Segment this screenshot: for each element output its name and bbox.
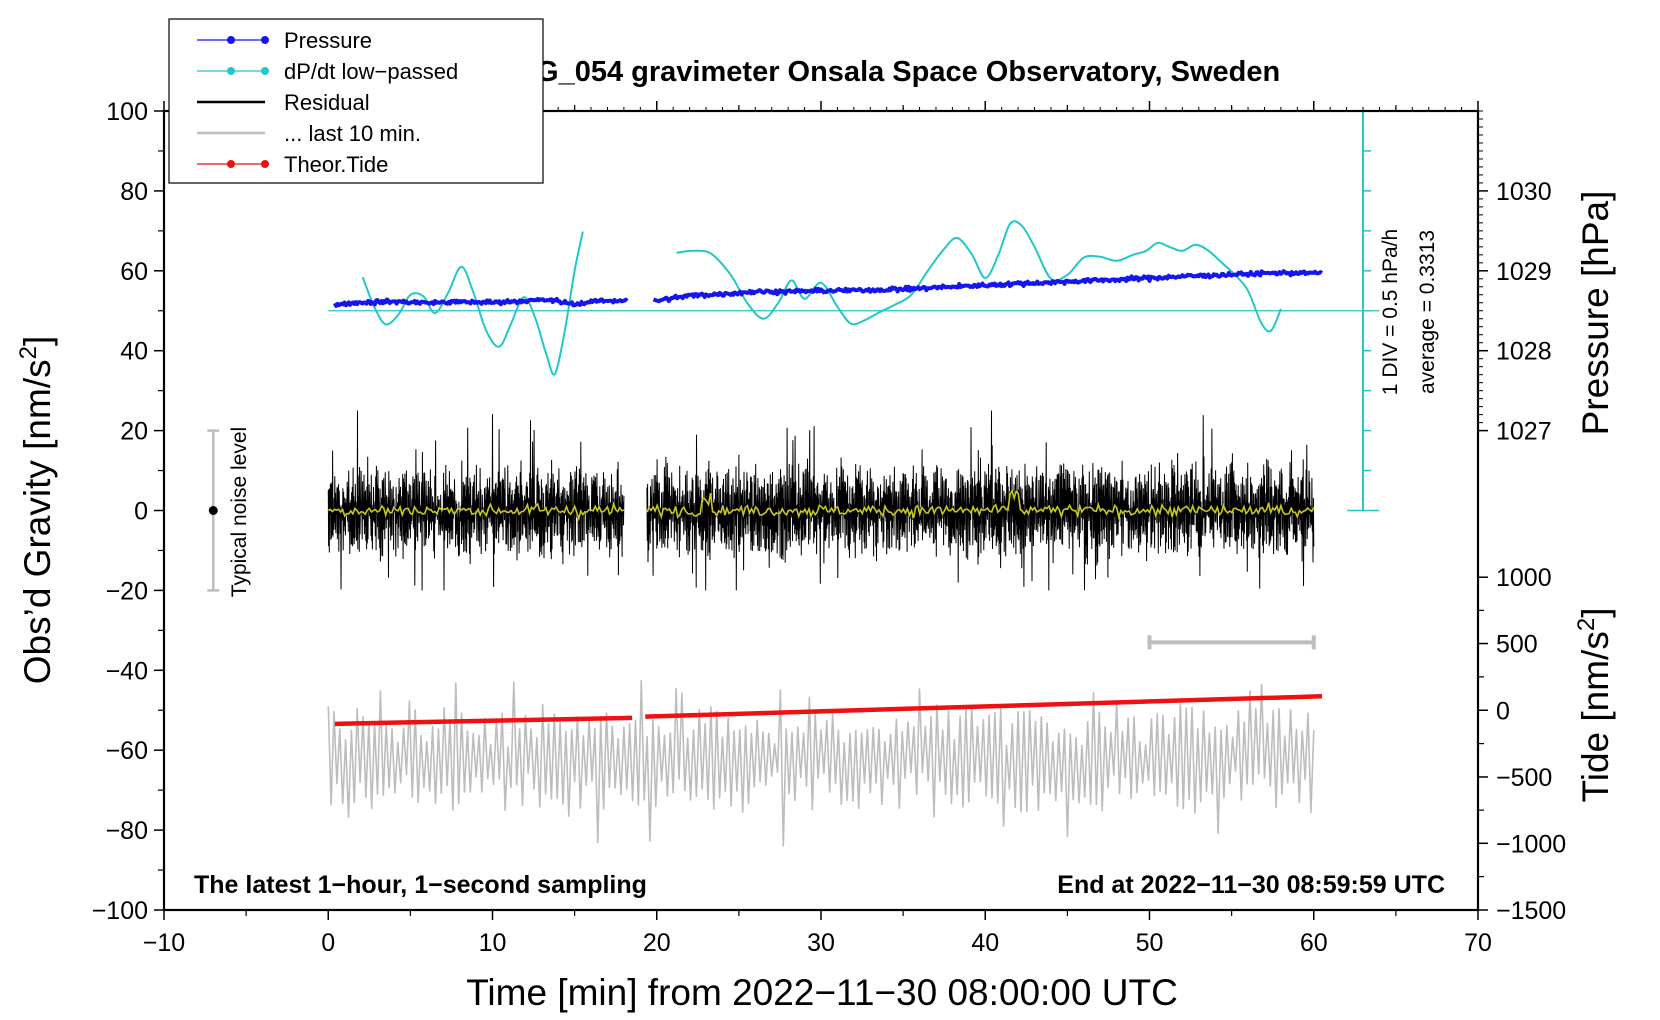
y-tick-label: −60: [106, 737, 148, 765]
tide-line-segment-1: [645, 694, 1323, 719]
legend-swatch-marker-end: [261, 36, 269, 44]
y-tick-label: 60: [120, 258, 148, 286]
noise-level-label: Typical noise level: [228, 427, 251, 597]
legend-label: Pressure: [284, 28, 372, 53]
y-tick-label: 40: [120, 338, 148, 366]
chart-title: SCG_054 gravimeter Onsala Space Observat…: [496, 56, 1280, 88]
tide-tick-label: 500: [1496, 631, 1538, 659]
y-axis-label-pressure: Pressure [hPa]: [1575, 191, 1616, 436]
legend-swatch-marker-end: [261, 67, 269, 75]
pressure-line-segment-1: [652, 269, 1324, 304]
pressure-tick-label: 1029: [1496, 258, 1552, 286]
legend-entry-4: ... last 10 min.: [197, 121, 421, 146]
y-tick-label: −80: [106, 817, 148, 845]
x-tick-label: 50: [1136, 929, 1164, 957]
tide-tick-label: −500: [1496, 764, 1552, 792]
y-tick-label: 100: [106, 98, 148, 126]
pressure-line-segment-0: [333, 296, 629, 308]
legend-label: ... last 10 min.: [284, 121, 421, 146]
residual-smoothed-line-1: [646, 489, 1315, 521]
legend-entry-3: Residual: [197, 90, 370, 115]
residual-line-segment-1: [646, 410, 1315, 591]
legend-swatch-marker-end: [261, 160, 269, 168]
pressure-tick-label: 1030: [1496, 178, 1552, 206]
plot-series-layer: [207, 110, 1380, 847]
y-tick-label: 20: [120, 418, 148, 446]
x-tick-label: 20: [643, 929, 671, 957]
x-tick-label: 30: [807, 929, 835, 957]
legend-label: dP/dt low−passed: [284, 59, 458, 84]
pressure-tick-label: 1028: [1496, 338, 1552, 366]
dpdt-line-segment-0: [361, 231, 584, 376]
legend-entry-1: Pressure: [197, 28, 372, 53]
residual-line-segment-0: [327, 410, 625, 591]
tide-line-segment-0: [334, 715, 633, 727]
y-tick-label: −40: [106, 657, 148, 685]
legend-label: Residual: [284, 90, 370, 115]
dpdt-average-label: average = 0.3313: [1416, 230, 1439, 394]
x-tick-label: 40: [971, 929, 999, 957]
x-axis-label: Time [min] from 2022−11−30 08:00:00 UTC: [466, 972, 1178, 1013]
x-tick-label: 70: [1464, 929, 1492, 957]
legend-entry-5: Theor.Tide: [197, 152, 388, 177]
x-tick-label: 60: [1300, 929, 1328, 957]
legend-swatch-marker: [227, 67, 235, 75]
legend-swatch-marker: [227, 36, 235, 44]
tide-tick-label: 0: [1496, 697, 1510, 725]
x-tick-label: −10: [143, 929, 185, 957]
y-tick-label: −100: [92, 897, 148, 925]
dpdt-scale-label: 1 DIV = 0.5 hPa/h: [1379, 229, 1402, 395]
y-axis-label-left: Obs’d Gravity [nm/s2]: [15, 336, 58, 685]
y-tick-label: 0: [134, 498, 148, 526]
y-axis-label-tide: Tide [nm/s2]: [1573, 608, 1616, 803]
x-tick-label: 10: [479, 929, 507, 957]
tide-last10-line: [327, 679, 1315, 847]
tide-tick-label: −1500: [1496, 897, 1566, 925]
x-tick-label: 0: [321, 929, 335, 957]
dpdt-line-segment-1: [676, 220, 1282, 333]
legend-label: Theor.Tide: [284, 152, 388, 177]
residual-smoothed-line-0: [327, 501, 625, 522]
annotation-sampling: The latest 1−hour, 1−second sampling: [194, 871, 647, 899]
tide-tick-label: 1000: [1496, 564, 1552, 592]
pressure-tick-label: 1027: [1496, 418, 1552, 446]
legend-entry-2: dP/dt low−passed: [197, 59, 458, 84]
tide-tick-label: −1000: [1496, 830, 1566, 858]
legend-swatch-marker: [227, 160, 235, 168]
y-tick-label: −20: [106, 577, 148, 605]
axes-layer: −10 0 10 20 30 40 50 60 70−100−80−60−40−20020406…: [92, 98, 1567, 957]
y-tick-label: 80: [120, 178, 148, 206]
legend: Pressure dP/dt low−passed Residual ... last…: [168, 18, 544, 184]
annotation-end-time: End at 2022−11−30 08:59:59 UTC: [1057, 871, 1445, 899]
noise-bar-dot: [208, 506, 218, 515]
